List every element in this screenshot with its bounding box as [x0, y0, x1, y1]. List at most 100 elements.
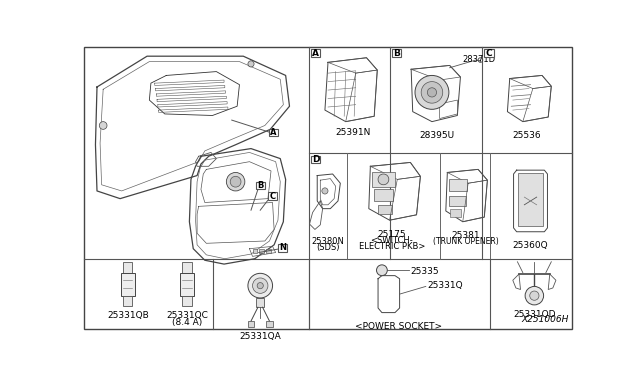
Text: C: C [269, 192, 276, 201]
Bar [374, 189, 394, 201]
Polygon shape [411, 65, 460, 122]
Polygon shape [523, 86, 551, 122]
Text: B: B [393, 49, 400, 58]
Polygon shape [95, 56, 289, 199]
Bar [121, 273, 135, 296]
Text: (SDS): (SDS) [316, 243, 340, 252]
Text: 25331Q: 25331Q [428, 281, 463, 290]
Text: 25331QB: 25331QB [107, 311, 148, 320]
Bar [311, 49, 320, 57]
Polygon shape [159, 107, 228, 112]
Bar [269, 129, 278, 136]
Text: X251006H: X251006H [522, 315, 569, 324]
Bar [266, 250, 271, 253]
Text: 25331QC: 25331QC [166, 311, 208, 320]
Text: 25335: 25335 [410, 266, 439, 276]
Polygon shape [158, 102, 227, 107]
Text: A: A [270, 128, 276, 137]
Circle shape [227, 173, 245, 191]
Circle shape [428, 88, 436, 97]
Bar [268, 192, 277, 200]
Bar [449, 179, 467, 191]
Polygon shape [201, 162, 271, 202]
Bar [123, 296, 132, 307]
Circle shape [378, 174, 389, 185]
Bar [378, 205, 392, 214]
Polygon shape [390, 176, 420, 220]
Circle shape [99, 122, 107, 129]
Text: (8.4 A): (8.4 A) [172, 318, 202, 327]
Bar [182, 296, 192, 307]
Polygon shape [463, 180, 488, 222]
Polygon shape [447, 169, 488, 183]
Text: B: B [257, 181, 264, 190]
Text: D: D [312, 155, 319, 164]
Polygon shape [149, 71, 239, 115]
Polygon shape [411, 65, 460, 80]
Text: <POWER SOCKET>: <POWER SOCKET> [355, 322, 442, 331]
Polygon shape [320, 179, 336, 205]
Polygon shape [346, 70, 378, 122]
Polygon shape [446, 169, 488, 222]
Bar [180, 273, 194, 296]
Bar [182, 262, 192, 273]
Bar [123, 262, 132, 273]
Bar [518, 173, 543, 225]
Polygon shape [156, 91, 225, 96]
Text: 25536: 25536 [513, 131, 541, 140]
Polygon shape [328, 58, 378, 73]
Text: 25331QD: 25331QD [513, 310, 556, 318]
Polygon shape [250, 246, 276, 256]
Circle shape [376, 265, 387, 276]
Circle shape [415, 76, 449, 109]
Text: N: N [279, 243, 286, 253]
Bar [278, 244, 287, 252]
Bar [392, 49, 401, 57]
Circle shape [253, 278, 268, 294]
Text: 25380N: 25380N [312, 237, 344, 246]
Polygon shape [189, 148, 285, 264]
Polygon shape [508, 76, 551, 122]
Polygon shape [310, 201, 323, 230]
Bar [372, 172, 395, 187]
Bar [451, 209, 461, 217]
Text: 25360Q: 25360Q [513, 241, 548, 250]
Polygon shape [317, 174, 340, 209]
Text: ELECTRIC PKB>: ELECTRIC PKB> [359, 242, 425, 251]
Polygon shape [155, 80, 224, 86]
Circle shape [525, 286, 543, 305]
Bar [484, 49, 493, 57]
Polygon shape [196, 153, 216, 166]
Circle shape [248, 273, 273, 298]
Polygon shape [378, 276, 399, 312]
Bar [248, 321, 254, 327]
Polygon shape [156, 86, 225, 91]
Bar [266, 321, 273, 327]
Circle shape [322, 188, 328, 194]
Circle shape [230, 176, 241, 187]
Text: 28395U: 28395U [420, 131, 455, 140]
Circle shape [530, 291, 539, 300]
Polygon shape [509, 76, 551, 89]
Bar [253, 250, 257, 253]
Bar [255, 182, 265, 189]
Text: A: A [312, 49, 319, 58]
Bar [257, 298, 264, 307]
Text: (TRUNK OPENER): (TRUNK OPENER) [433, 237, 499, 246]
Circle shape [248, 61, 254, 67]
Text: 25391N: 25391N [336, 128, 371, 137]
Polygon shape [440, 100, 458, 119]
Polygon shape [513, 170, 547, 232]
Bar [449, 196, 466, 206]
Text: C: C [486, 49, 492, 58]
Polygon shape [369, 163, 420, 220]
Text: <SWITCH-: <SWITCH- [371, 236, 413, 246]
Text: 25331QA: 25331QA [239, 332, 281, 341]
Text: 25175: 25175 [378, 230, 406, 239]
Bar [259, 250, 264, 253]
Circle shape [257, 283, 263, 289]
Polygon shape [157, 96, 227, 102]
Polygon shape [197, 202, 274, 243]
Text: 25381: 25381 [451, 231, 480, 240]
Circle shape [421, 81, 443, 103]
